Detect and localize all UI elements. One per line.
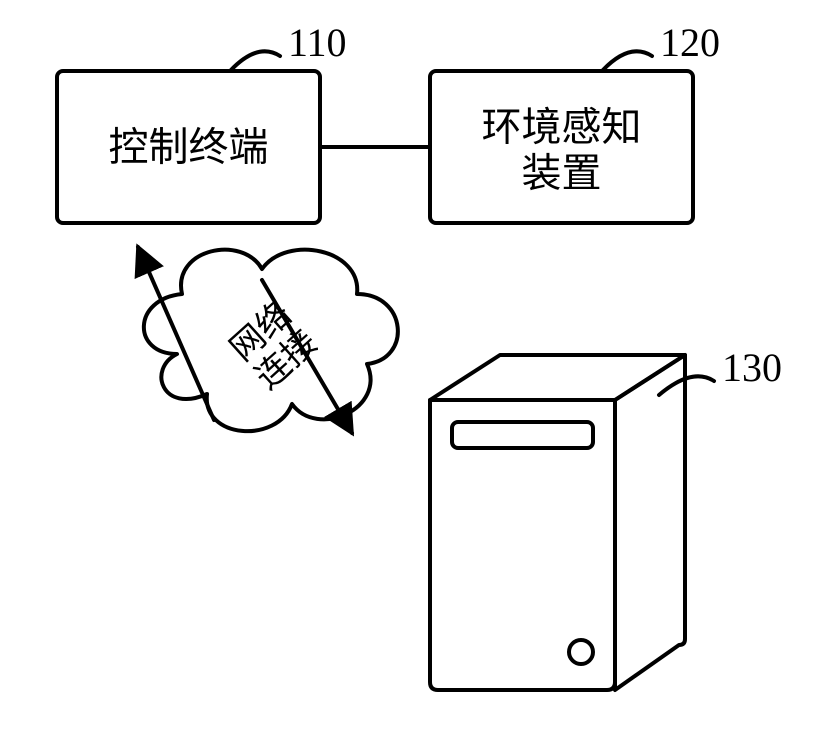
box-right-label-2: 装置 [522,151,602,196]
ref-110: 110 [288,20,347,65]
ref-120: 120 [660,20,720,65]
box-right-label-1: 环境感知 [482,105,642,150]
ref-130: 130 [722,345,782,390]
box-left-label: 控制终端 [109,125,269,170]
cloud-label: 网络连接 [223,295,324,397]
